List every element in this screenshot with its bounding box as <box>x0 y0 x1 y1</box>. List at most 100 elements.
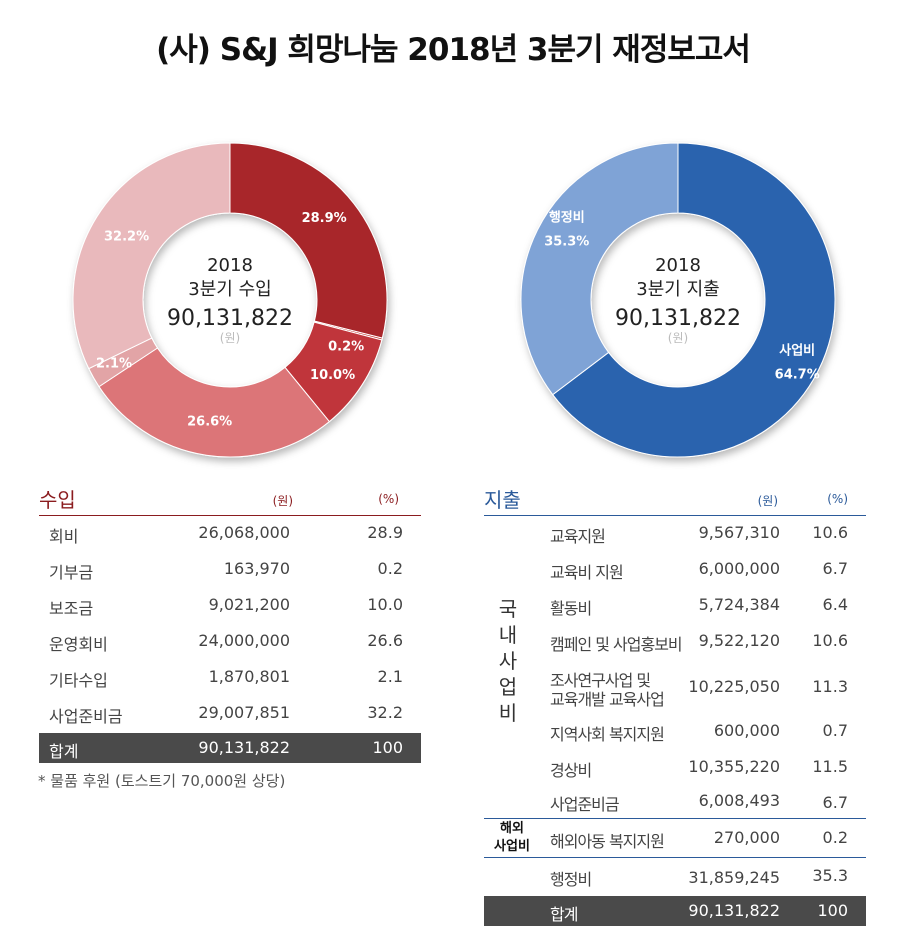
income-row-label: 기타수입 <box>49 671 108 690</box>
income-row: 기타수입 1,870,801 2.1 <box>39 659 421 695</box>
expense-row-amount: 9,522,120 <box>698 631 780 650</box>
expense-row-pct: 10.6 <box>812 523 848 542</box>
income-row: 보조금 9,021,200 10.0 <box>39 587 421 623</box>
overseas-label-line2: 사업비 <box>494 839 530 854</box>
overseas-divider-bottom <box>484 857 866 858</box>
expense-slice <box>520 142 679 396</box>
expense-total-label: 합계 <box>550 905 578 924</box>
expense-center-year: 2018 <box>655 255 701 276</box>
expense-slice-label: 64.7% <box>775 367 820 382</box>
expense-row: 활동비 5,724,384 6.4 <box>484 587 866 623</box>
overseas-label-line1: 해외 <box>500 821 524 836</box>
expense-row-label: 지역사회 복지지원 <box>550 725 665 744</box>
expense-slice-label: 35.3% <box>544 235 589 250</box>
page-title: (사) S&J 희망나눔 2018년 3분기 재정보고서 <box>156 32 751 68</box>
expense-row-label-line2: 교육개발 교육사업 <box>550 690 665 709</box>
income-row-label: 사업준비금 <box>49 707 123 726</box>
income-row-amount: 29,007,851 <box>198 703 290 722</box>
expense-center-unit: (원) <box>668 331 688 345</box>
expense-row-label: 사업준비금 <box>550 795 620 814</box>
income-unit-amount: (원) <box>272 494 293 508</box>
expense-row-pct: 6.7 <box>822 559 848 578</box>
expense-row-amount: 600,000 <box>713 721 780 740</box>
expense-row: 캠페인 및 사업홍보비 9,522,120 10.6 <box>484 623 866 659</box>
expense-header-rule <box>484 515 866 516</box>
income-slice <box>98 347 331 458</box>
income-row: 기부금 163,970 0.2 <box>39 551 421 587</box>
expense-row-label: 캠페인 및 사업홍보비 <box>550 635 683 654</box>
expense-row-label: 활동비 <box>550 599 592 618</box>
expense-row-pct: 0.2 <box>822 828 848 847</box>
income-slice-label: 26.6% <box>187 415 232 430</box>
expense-row-pct: 11.3 <box>812 677 848 696</box>
expense-row-pct: 6.7 <box>822 793 848 812</box>
income-row-pct: 2.1 <box>377 667 403 686</box>
income-center-unit: (원) <box>220 331 240 345</box>
income-row-amount: 163,970 <box>223 559 290 578</box>
expense-row: 경상비 10,355,220 11.5 <box>484 749 866 785</box>
income-center-year: 2018 <box>207 255 253 276</box>
expense-row-amount: 10,355,220 <box>688 757 780 776</box>
expense-row-pct: 35.3 <box>812 866 848 885</box>
income-row: 운영회비 24,000,000 26.6 <box>39 623 421 659</box>
income-total-label: 합계 <box>49 742 79 761</box>
income-total-pct: 100 <box>372 738 403 757</box>
expense-unit-amount: (원) <box>757 494 778 508</box>
expense-total-amount: 90,131,822 <box>688 901 780 920</box>
expense-table-header: 지출 (원) (%) <box>484 484 866 516</box>
expense-total-row: 합계 90,131,822 100 <box>484 896 866 926</box>
income-footnote: * 물품 후원 (토스트기 70,000원 상당) <box>38 772 286 790</box>
income-total-row: 합계 90,131,822 100 <box>39 733 421 763</box>
overseas-category-label: 해외 사업비 <box>484 820 540 856</box>
expense-row-amount: 5,724,384 <box>698 595 780 614</box>
expense-row: 조사연구사업 및 교육개발 교육사업 10,225,050 11.3 <box>484 659 866 713</box>
income-row: 회비 26,068,000 28.9 <box>39 515 421 551</box>
expense-center-label: 3분기 지출 <box>636 279 719 300</box>
overseas-divider-top <box>484 818 866 819</box>
expense-row-pct: 6.4 <box>822 595 848 614</box>
income-slice <box>72 142 231 370</box>
income-row-label: 회비 <box>49 527 79 546</box>
expense-unit-pct: (%) <box>827 492 848 506</box>
income-slice-label: 10.0% <box>310 368 355 383</box>
income-row-amount: 26,068,000 <box>198 523 290 542</box>
expense-slice <box>552 142 836 458</box>
income-unit-pct: (%) <box>378 492 399 506</box>
expense-row-label: 행정비 <box>550 870 592 889</box>
income-row-pct: 28.9 <box>367 523 403 542</box>
expense-center-amount: 90,131,822 <box>615 306 741 331</box>
expense-row-pct: 11.5 <box>812 757 848 776</box>
income-row-amount: 9,021,200 <box>208 595 290 614</box>
income-slice <box>229 142 388 339</box>
income-center-amount: 90,131,822 <box>167 306 293 331</box>
income-header-rule <box>39 515 421 516</box>
income-row-label: 운영회비 <box>49 635 108 654</box>
income-row-amount: 1,870,801 <box>208 667 290 686</box>
income-slice-label: 0.2% <box>328 339 364 354</box>
expense-row: 해외아동 복지지원 270,000 0.2 <box>484 820 866 856</box>
expense-row-pct: 0.7 <box>822 721 848 740</box>
expense-row-label: 교육지원 <box>550 527 606 546</box>
income-row-pct: 32.2 <box>367 703 403 722</box>
expense-row-amount: 9,567,310 <box>698 523 780 542</box>
expense-table-title: 지출 <box>484 488 521 512</box>
expense-row: 교육지원 9,567,310 10.6 <box>484 515 866 551</box>
income-row-amount: 24,000,000 <box>198 631 290 650</box>
expense-row-label: 경상비 <box>550 761 592 780</box>
income-row-pct: 0.2 <box>377 559 403 578</box>
expense-row-amount: 270,000 <box>713 828 780 847</box>
expense-row-amount: 6,000,000 <box>698 559 780 578</box>
expense-row-label: 조사연구사업 및 <box>550 671 651 690</box>
expense-row-label: 해외아동 복지지원 <box>550 832 665 851</box>
income-center-label: 3분기 수입 <box>188 279 271 300</box>
expense-row-amount: 31,859,245 <box>688 868 780 887</box>
expense-row-amount: 6,008,493 <box>698 791 780 810</box>
income-row-pct: 10.0 <box>367 595 403 614</box>
income-table-title: 수입 <box>39 488 76 512</box>
expense-total-pct: 100 <box>817 901 848 920</box>
income-total-amount: 90,131,822 <box>198 738 290 757</box>
income-table-header: 수입 (원) (%) <box>39 484 421 516</box>
income-row-label: 기부금 <box>49 563 94 582</box>
expense-row-pct: 10.6 <box>812 631 848 650</box>
